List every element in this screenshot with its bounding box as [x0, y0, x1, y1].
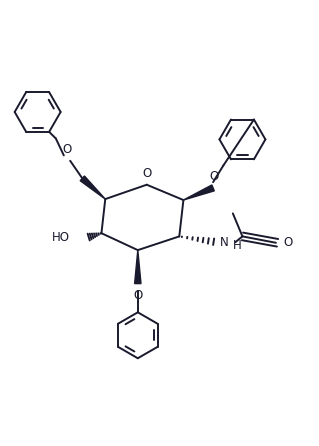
Text: O: O — [210, 170, 219, 183]
Text: HO: HO — [52, 231, 70, 244]
Text: H: H — [233, 239, 241, 252]
Polygon shape — [183, 185, 214, 200]
Text: O: O — [63, 143, 71, 156]
Text: O: O — [133, 289, 142, 301]
Polygon shape — [135, 250, 141, 284]
Text: N: N — [220, 235, 229, 248]
Polygon shape — [80, 176, 105, 199]
Text: O: O — [283, 235, 293, 248]
Text: O: O — [142, 167, 151, 180]
